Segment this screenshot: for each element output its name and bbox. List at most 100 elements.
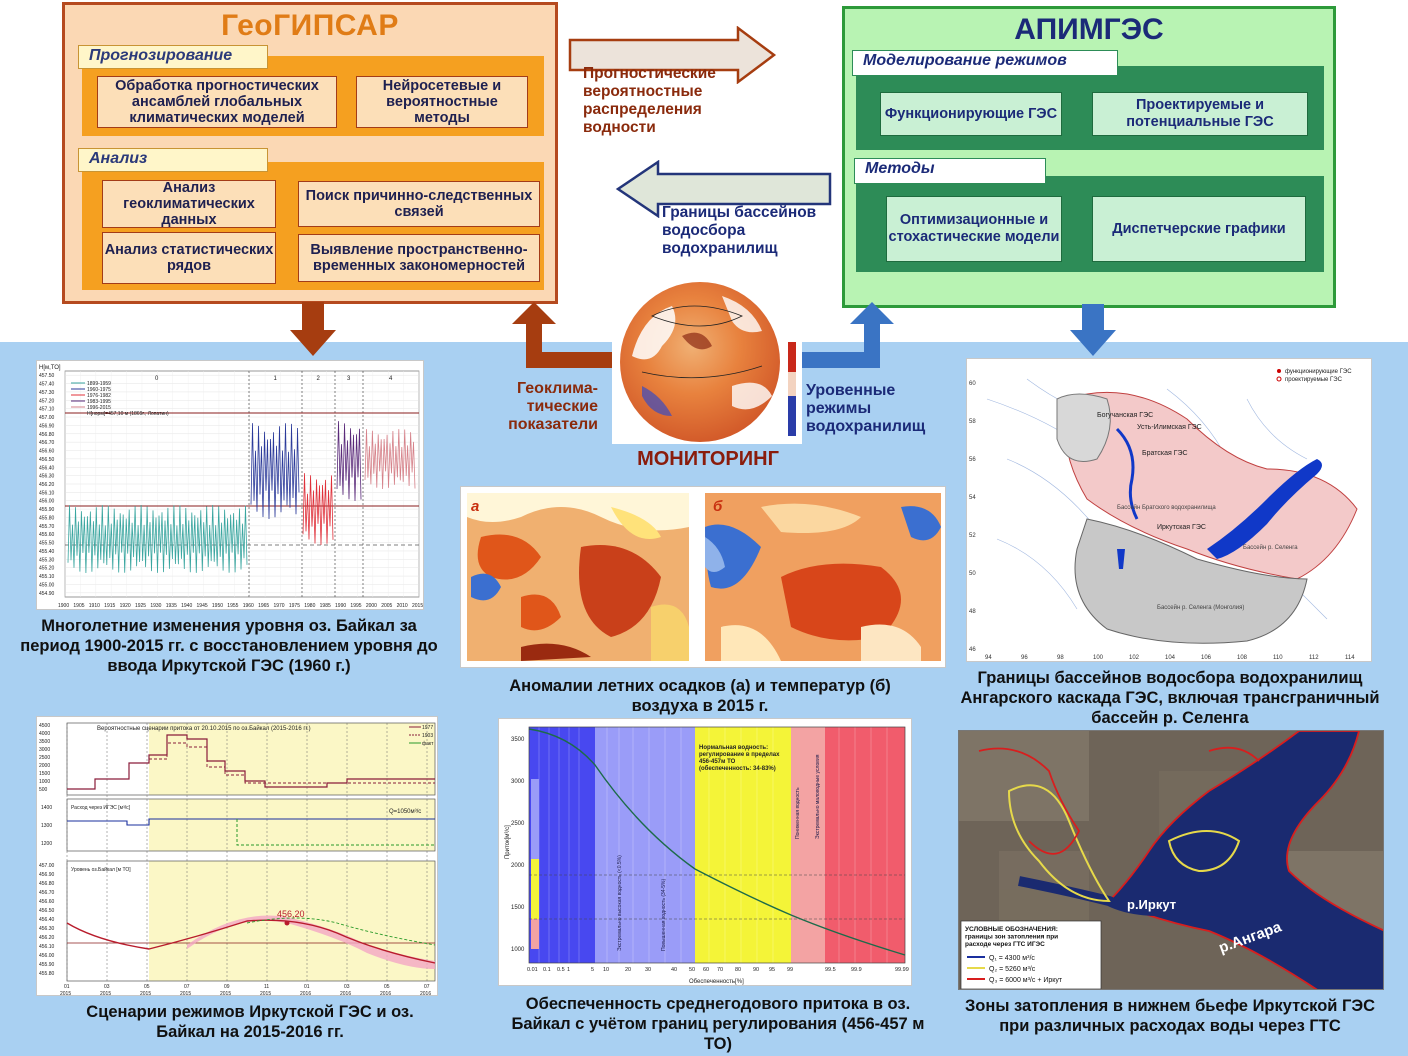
monitoring-globe (620, 282, 796, 442)
inflow-xtick: 40 (671, 967, 677, 973)
scen-ytick-mid: 1400 (41, 805, 52, 811)
angara-river (1107, 731, 1383, 989)
level-legend-item: 1899-1959 (87, 381, 111, 387)
svg-text:Расход через ИГЭС [м³/с]: Расход через ИГЭС [м³/с] (71, 805, 131, 811)
baikal-level-chart: Н[м,ТО] 457.50 457.40 457.30 457.20 457.10 45… (36, 360, 424, 610)
svg-text:Q₁ = 4300 м³/с: Q₁ = 4300 м³/с (989, 955, 1035, 962)
level-xtick: 1925 (135, 603, 146, 609)
scen-ytick-top: 2500 (39, 755, 50, 761)
level-legend-item: 1983-1995 (87, 399, 111, 405)
scen-xtick: 03 (104, 984, 110, 990)
level-xtick: 2005 (381, 603, 392, 609)
level-xtick: 2015 (412, 603, 423, 609)
irkut-label: р.Иркут (1127, 897, 1176, 912)
inflow-xtick: 0.1 (543, 967, 551, 973)
scen-xyear: 2015 (260, 991, 271, 996)
geogipsar-down-arrow (290, 302, 336, 356)
scen-xtick: 07 (184, 984, 190, 990)
geogipsar-title: ГеоГИПСАР (221, 9, 399, 42)
period-label: 0 (155, 376, 159, 382)
level-legend: 1899-19591960-19751976-19821983-19951996… (71, 381, 169, 417)
scen-ytick-mid: 1200 (41, 841, 52, 847)
inflow-ytick: 2500 (511, 821, 525, 827)
map-b-label: б (713, 498, 723, 515)
scen-ytick-top: 1000 (39, 779, 50, 785)
inflow-xtick: 99.5 (825, 967, 836, 973)
basin-xtick: 114 (1345, 655, 1355, 661)
level-ytick: 456.40 (39, 465, 55, 471)
inflow-xtick: 5 (591, 967, 594, 973)
scen-xyear: 2015 (220, 991, 231, 996)
inflow-xtick: 50 (689, 967, 695, 973)
level-ytick: 457.20 (39, 398, 55, 404)
selenga-mongolia-basin (1074, 518, 1308, 644)
level-xtick: 1970 (273, 603, 284, 609)
spatial-patterns-box: Выявление пространственно-временных зако… (298, 234, 540, 282)
inflow-xtick: 90 (753, 967, 759, 973)
svg-text:Экстремально высокая водность: Экстремально высокая водность (<0.5%) (617, 855, 623, 951)
level-xtick: 1985 (320, 603, 331, 609)
level-xtick: 1995 (350, 603, 361, 609)
period-label: 3 (347, 376, 351, 382)
level-ytick: 456.80 (39, 432, 55, 438)
svg-text:Повышенная водность (34-5%): Повышенная водность (34-5%) (661, 879, 667, 951)
to-apimges-text: Прогностические вероятностные распределе… (583, 65, 716, 136)
level-series (336, 421, 362, 502)
scen-xyear: 2015 (180, 991, 191, 996)
svg-text:Бассейн р. Селенга: Бассейн р. Селенга (1243, 544, 1298, 551)
level-xtick: 2000 (366, 603, 377, 609)
bratsk-basin (1064, 391, 1358, 580)
svg-text:Q₂ = 5260 м³/с: Q₂ = 5260 м³/с (989, 966, 1036, 973)
inflow-xtick: 70 (717, 967, 723, 973)
inflow-ylabel: Приток[м³/с] (505, 825, 511, 859)
level-ytick: 457.40 (39, 382, 55, 388)
level-ytick: 454.90 (39, 591, 55, 597)
scen-ytick-top: 2000 (39, 763, 50, 769)
zone-low (791, 727, 825, 963)
level-xtick: 1965 (258, 603, 269, 609)
scen-xtick: 03 (344, 984, 350, 990)
operating-hpp-box: Функционирующие ГЭС (880, 92, 1062, 136)
lake-baikal (1207, 459, 1322, 559)
svg-text:Уровень оз.Байкал [м ТО]: Уровень оз.Байкал [м ТО] (71, 866, 131, 873)
scen-ytick-top: 3500 (39, 739, 50, 745)
basin-xtick: 104 (1165, 655, 1176, 661)
zone-normal (695, 727, 791, 963)
level-ytick: 456.20 (39, 482, 55, 488)
angara-river (1115, 427, 1139, 520)
scen-ytick-bot: 456.90 (39, 872, 55, 878)
projected-hpp-box: Проектируемые и потенциальные ГЭС (1092, 92, 1308, 136)
inflow-xtick: 10 (603, 967, 609, 973)
level-ytick: 457.10 (39, 407, 55, 413)
level-ytick: 457.00 (39, 415, 55, 421)
level-legend-item: 1960-1975 (87, 387, 111, 393)
scen-ytick-bot: 455.90 (39, 962, 55, 968)
inflow-xlabel: Обеспеченность[%] (689, 979, 744, 985)
to-geogipsar-text: Границы бассейнов водосбора водохранилищ (662, 204, 817, 257)
period-label: 1 (274, 376, 278, 382)
level-regimes-text: Уровенные режимы водохранилищ (806, 382, 926, 435)
level-series (67, 504, 248, 574)
level-series (250, 423, 300, 520)
inflow-ytick: 1000 (511, 947, 525, 953)
svg-text:Усть-Илимская ГЭС: Усть-Илимская ГЭС (1137, 424, 1202, 431)
basin-xtick: 100 (1093, 655, 1104, 661)
causal-search-box: Поиск причинно-следственных связей (298, 181, 540, 227)
scen-xyear: 2015 (100, 991, 111, 996)
svg-text:Пониженная водность: Пониженная водность (795, 787, 801, 839)
level-xtick: 1900 (58, 603, 69, 609)
scen-ytick-bot: 456.60 (39, 899, 55, 905)
scenarios-svg: Вероятностные сценарии притока от 20.10.… (37, 717, 437, 996)
inflow-xtick: 99 (787, 967, 793, 973)
inflow-xtick: 20 (625, 967, 631, 973)
basin-xtick: 112 (1309, 655, 1319, 661)
level-xtick: 1950 (212, 603, 223, 609)
inflow-ytick: 3000 (511, 779, 525, 785)
monitoring-panel (612, 276, 802, 444)
level-ytick: 456.30 (39, 474, 55, 480)
basin-ytick: 58 (969, 419, 976, 425)
basin-ytick: 56 (969, 457, 976, 463)
geoclimatic-indicators-text: Геоклима-тические показатели (508, 380, 598, 433)
basins-caption: Границы бассейнов водосбора водохранилищ… (960, 669, 1380, 727)
period-label: 2 (317, 376, 321, 382)
